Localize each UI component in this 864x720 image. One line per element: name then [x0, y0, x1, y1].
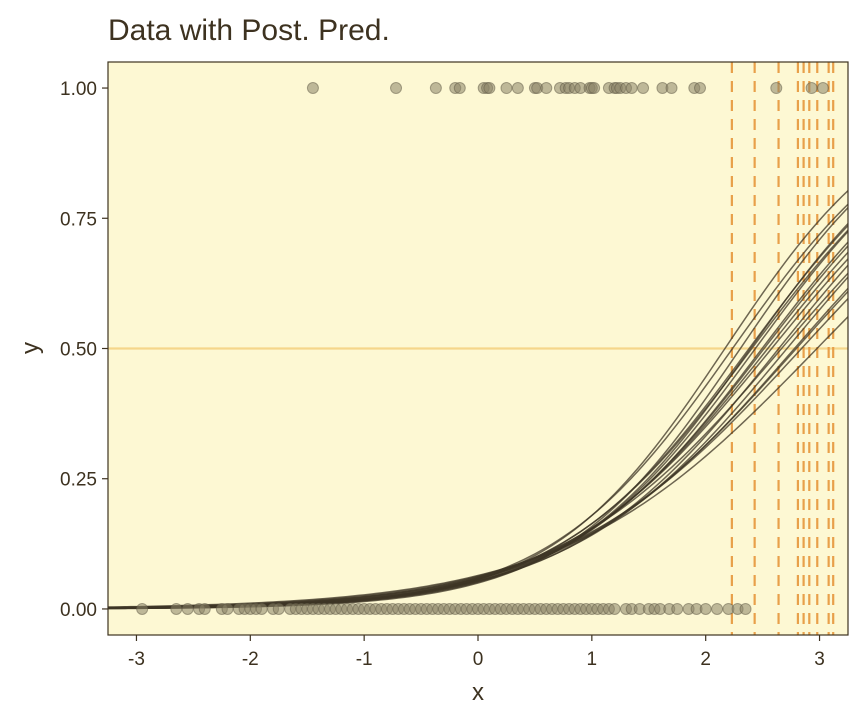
data-point: [770, 82, 783, 95]
y-tick-label: 1.00: [60, 79, 97, 100]
x-tick-label: -2: [242, 649, 259, 670]
x-tick-label: 2: [700, 649, 711, 670]
x-axis: -3 -2 -1 0 1 2 3: [128, 635, 825, 670]
data-point: [637, 82, 650, 95]
data-point: [453, 82, 466, 95]
data-point: [255, 602, 268, 615]
data-point: [608, 602, 621, 615]
y-tick-label: 0.75: [60, 209, 97, 230]
data-point: [221, 602, 234, 615]
y-axis: 0.00 0.25 0.50 0.75 1.00: [60, 79, 108, 621]
chart-title: Data with Post. Pred.: [108, 14, 390, 47]
data-point: [805, 82, 818, 95]
posterior-curve: [107, 316, 849, 608]
data-point: [694, 82, 706, 95]
data-point: [170, 602, 183, 615]
data-point: [136, 602, 149, 615]
x-axis-title: x: [472, 679, 484, 706]
data-point-layer: [136, 82, 829, 615]
x-tick-label: 1: [587, 649, 598, 670]
data-point: [711, 602, 724, 615]
y-axis-title: y: [17, 342, 44, 354]
data-point: [181, 602, 194, 615]
data-point: [483, 82, 496, 95]
x-tick-label: -1: [356, 649, 373, 670]
data-point: [671, 602, 684, 615]
data-point: [429, 82, 442, 95]
data-point: [272, 602, 285, 615]
y-tick-label: 0.25: [60, 470, 97, 491]
data-point: [540, 82, 553, 95]
data-point: [198, 602, 211, 615]
y-tick-label: 0.50: [60, 340, 97, 361]
data-point: [500, 82, 513, 95]
x-tick-label: 3: [814, 649, 825, 670]
data-point: [739, 602, 752, 615]
y-tick-label: 0.00: [60, 600, 97, 621]
data-point: [511, 82, 524, 95]
data-point: [390, 82, 403, 95]
data-point: [699, 602, 712, 615]
x-tick-label: 0: [473, 649, 484, 670]
data-point: [816, 82, 829, 95]
data-point: [306, 82, 319, 95]
data-point: [665, 82, 678, 95]
data-point: [625, 82, 638, 95]
data-point: [588, 82, 601, 95]
x-tick-label: -3: [128, 649, 145, 670]
